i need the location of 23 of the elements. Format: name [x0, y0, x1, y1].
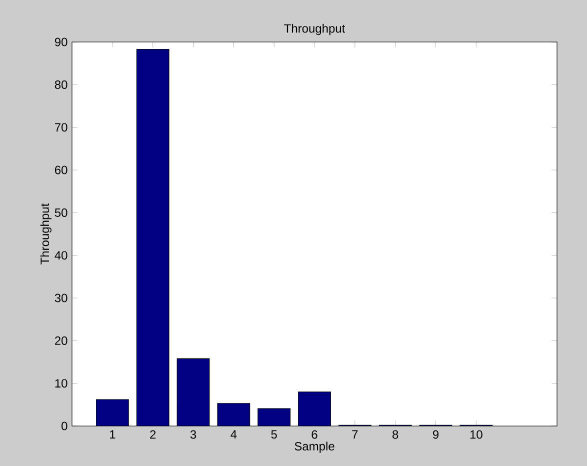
y-tick-label: 60 — [54, 166, 68, 174]
y-tick-label: 10 — [55, 379, 68, 388]
x-tick-label: 4 — [230, 430, 237, 439]
y-tick-label: 90 — [54, 38, 68, 46]
y-tick-label: 70 — [54, 123, 68, 132]
x-axis-title: Sample — [294, 442, 334, 453]
y-tick-label: 80 — [54, 80, 68, 89]
x-tick-label: 7 — [352, 430, 358, 439]
x-tick-label: 8 — [392, 430, 398, 439]
y-tick-label: 50 — [54, 208, 68, 217]
x-tick-label: 9 — [432, 430, 439, 439]
y-tick-label: 30 — [54, 294, 68, 302]
y-tick-label: 0 — [62, 422, 68, 430]
y-tick-label: 20 — [54, 336, 68, 345]
x-tick-label: 3 — [190, 430, 196, 439]
x-tick-label: 6 — [312, 430, 318, 439]
x-tick-label: 5 — [271, 430, 277, 439]
x-tick-label: 2 — [150, 430, 156, 439]
x-tick-label: 1 — [110, 430, 116, 439]
y-axis-title: Throughput — [40, 203, 52, 264]
chart-title: Throughput — [284, 24, 346, 36]
x-tick-label: 10 — [470, 430, 482, 439]
y-tick-label: 40 — [54, 251, 68, 260]
